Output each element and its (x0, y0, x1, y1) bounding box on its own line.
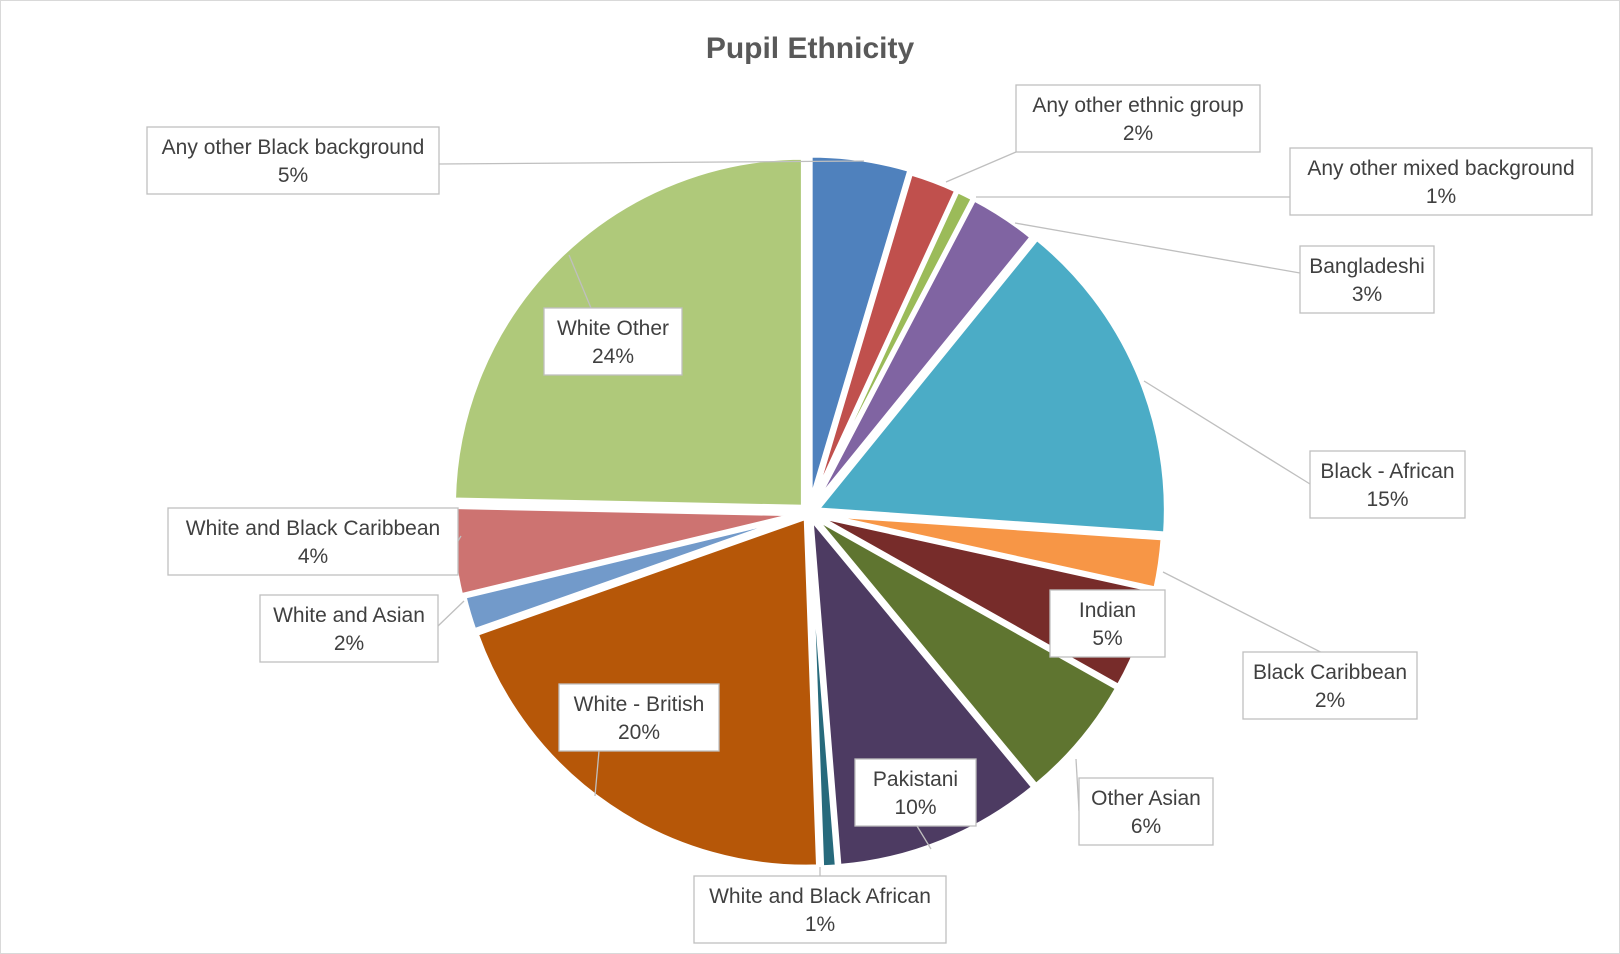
data-label-white-british: White - British 20% (558, 683, 720, 752)
slice-label-percent: 6% (1131, 815, 1161, 838)
data-label-white-and-black-african: White and Black African 1% (693, 875, 947, 944)
data-label-any-other-ethnic-group: Any other ethnic group 2% (1015, 84, 1261, 153)
slice-label-percent: 10% (894, 796, 936, 819)
label-box (558, 683, 720, 752)
slice-label-name: Black Caribbean (1253, 661, 1407, 684)
leader-bangladeshi (1014, 222, 1301, 274)
leader-lines (437, 151, 1418, 876)
slice-label-name: Other Asian (1091, 787, 1201, 810)
label-box (259, 594, 439, 663)
slice-label-name: White Other (557, 317, 669, 340)
label-box (1299, 245, 1435, 314)
slice-black-african (813, 235, 1169, 537)
pie-slices (448, 152, 1169, 871)
slice-label-percent: 15% (1366, 488, 1408, 511)
slice-white-and-black-african (806, 515, 840, 871)
slice-other-asian (810, 513, 1121, 789)
data-label-bangladeshi: Bangladeshi 3% (1299, 245, 1435, 314)
leader-any-other-black-background (438, 160, 865, 165)
slice-label-percent: 2% (1123, 122, 1153, 145)
slice-label-percent: 24% (592, 345, 634, 368)
slice-label-percent: 1% (805, 913, 835, 936)
leader-white-other (568, 254, 592, 309)
leader-black-african (1143, 380, 1311, 485)
label-box (167, 507, 459, 576)
slice-label-percent: 3% (1352, 283, 1382, 306)
data-label-white-and-black-caribbean: White and Black Caribbean 4% (167, 507, 459, 576)
slice-label-name: White - British (574, 693, 705, 716)
slice-label-name: Any other Black background (162, 136, 425, 159)
slice-label-percent: 20% (618, 721, 660, 744)
data-label-white-and-asian: White and Asian 2% (259, 594, 439, 663)
data-label-any-other-black-background: Any other Black background 5% (146, 126, 440, 195)
label-box (693, 875, 947, 944)
leader-pakistani (916, 825, 932, 850)
label-box (1049, 589, 1166, 658)
data-label-pakistani: Pakistani 10% (854, 758, 977, 827)
data-label-other-asian: Other Asian 6% (1078, 777, 1214, 846)
slice-label-percent: 5% (1092, 627, 1122, 650)
slice-label-percent: 1% (1426, 185, 1456, 208)
label-box (1015, 84, 1261, 153)
leader-any-other-ethnic-group (945, 151, 1017, 183)
slice-label-name: White and Black African (709, 885, 931, 908)
slice-label-name: Bangladeshi (1309, 255, 1425, 278)
data-labels: Any other Black background 5% Any other et… (146, 84, 1593, 944)
label-box (1078, 777, 1214, 846)
slice-label-percent: 4% (298, 545, 328, 568)
data-label-black-african: Black - African 15% (1309, 450, 1466, 519)
slice-bangladeshi (809, 196, 1035, 512)
data-label-any-other-mixed-background: Any other mixed background 1% (1289, 147, 1593, 216)
data-label-black-caribbean: Black Caribbean 2% (1242, 651, 1418, 720)
label-box (1289, 147, 1593, 216)
data-label-indian: Indian 5% (1049, 589, 1166, 658)
slice-label-percent: 2% (334, 632, 364, 655)
slice-label-name: White and Black Caribbean (186, 517, 440, 540)
label-box (1309, 450, 1466, 519)
slice-label-name: Indian (1079, 599, 1136, 622)
slice-label-percent: 2% (1315, 689, 1345, 712)
slice-label-name: Any other mixed background (1307, 157, 1574, 180)
data-label-white-other: White Other 24% (543, 307, 683, 376)
chart-title: Pupil Ethnicity (706, 32, 915, 65)
slice-label-name: Pakistani (873, 768, 958, 791)
label-box (146, 126, 440, 195)
slice-label-name: White and Asian (273, 604, 425, 627)
slice-label-percent: 5% (278, 164, 308, 187)
slice-label-name: Any other ethnic group (1032, 94, 1243, 117)
leader-white-british (594, 750, 600, 797)
slice-any-other-black-background (807, 152, 913, 508)
label-box (543, 307, 683, 376)
leader-white-and-asian (437, 600, 465, 627)
slice-label-name: Black - African (1320, 460, 1454, 483)
label-box (854, 758, 977, 827)
label-box (1242, 651, 1418, 720)
